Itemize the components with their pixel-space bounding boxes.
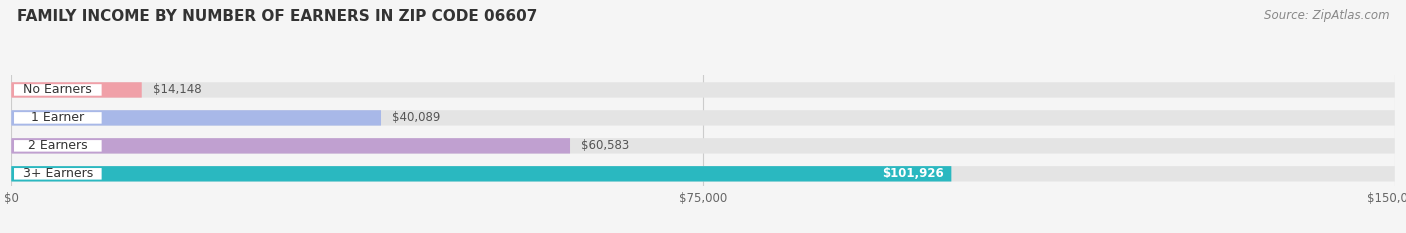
FancyBboxPatch shape	[14, 84, 101, 96]
FancyBboxPatch shape	[11, 110, 1395, 126]
Text: 2 Earners: 2 Earners	[28, 139, 87, 152]
FancyBboxPatch shape	[11, 82, 142, 98]
FancyBboxPatch shape	[11, 82, 1395, 98]
FancyBboxPatch shape	[11, 166, 952, 182]
FancyBboxPatch shape	[14, 112, 101, 124]
FancyBboxPatch shape	[11, 138, 1395, 154]
Text: FAMILY INCOME BY NUMBER OF EARNERS IN ZIP CODE 06607: FAMILY INCOME BY NUMBER OF EARNERS IN ZI…	[17, 9, 537, 24]
FancyBboxPatch shape	[11, 110, 381, 126]
Text: Source: ZipAtlas.com: Source: ZipAtlas.com	[1264, 9, 1389, 22]
FancyBboxPatch shape	[14, 168, 101, 180]
Text: No Earners: No Earners	[24, 83, 93, 96]
Text: $101,926: $101,926	[882, 167, 943, 180]
Text: $60,583: $60,583	[581, 139, 630, 152]
FancyBboxPatch shape	[14, 140, 101, 152]
Text: 1 Earner: 1 Earner	[31, 111, 84, 124]
Text: $14,148: $14,148	[153, 83, 201, 96]
Text: 3+ Earners: 3+ Earners	[22, 167, 93, 180]
Text: $40,089: $40,089	[392, 111, 440, 124]
FancyBboxPatch shape	[11, 166, 1395, 182]
FancyBboxPatch shape	[11, 138, 569, 154]
